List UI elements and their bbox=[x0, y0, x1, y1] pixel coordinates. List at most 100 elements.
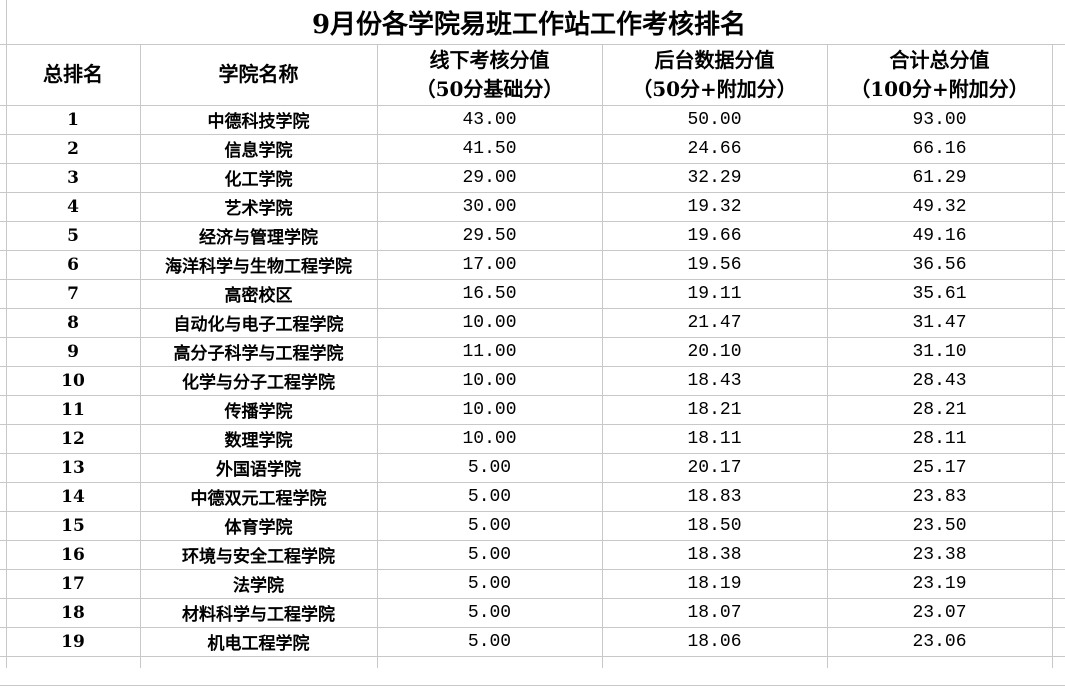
cell-college-name[interactable]: 体育学院 bbox=[224, 518, 293, 538]
cell-offline-score[interactable]: 5.00 bbox=[467, 573, 512, 594]
cell-offline-score[interactable]: 10.00 bbox=[462, 370, 517, 391]
cell-total-score[interactable]: 23.06 bbox=[912, 631, 967, 652]
cell-backend-score[interactable]: 21.47 bbox=[687, 312, 742, 333]
cell-rank[interactable]: 3 bbox=[67, 167, 79, 188]
cell-college-name[interactable]: 材料科学与工程学院 bbox=[182, 605, 335, 625]
cell-rank[interactable]: 16 bbox=[61, 544, 85, 565]
cell-backend-score[interactable]: 50.00 bbox=[687, 109, 742, 130]
cell-college-name[interactable]: 高密校区 bbox=[224, 286, 293, 306]
cell-rank[interactable]: 9 bbox=[67, 341, 79, 362]
cell-total-score[interactable]: 23.19 bbox=[912, 573, 967, 594]
cell-offline-score[interactable]: 17.00 bbox=[462, 254, 517, 275]
cell-total-score[interactable]: 49.16 bbox=[912, 225, 967, 246]
cell-offline-score[interactable]: 5.00 bbox=[467, 457, 512, 478]
cell-total-score[interactable]: 61.29 bbox=[912, 167, 967, 188]
cell-college-name[interactable]: 中德双元工程学院 bbox=[190, 489, 327, 509]
cell-offline-score[interactable]: 5.00 bbox=[467, 544, 512, 565]
cell-offline-score[interactable]: 41.50 bbox=[462, 138, 517, 159]
cell-college-name[interactable]: 化工学院 bbox=[224, 170, 293, 190]
sheet-title[interactable]: 9月份各学院易班工作站工作考核排名 bbox=[311, 9, 747, 40]
cell-backend-score[interactable]: 32.29 bbox=[687, 167, 742, 188]
cell-backend-score[interactable]: 18.21 bbox=[687, 399, 742, 420]
cell-college-name[interactable]: 外国语学院 bbox=[216, 460, 301, 480]
cell-rank[interactable]: 10 bbox=[61, 370, 85, 391]
cell-total-score[interactable]: 31.47 bbox=[912, 312, 967, 333]
cell-offline-score[interactable]: 11.00 bbox=[462, 341, 517, 362]
cell-rank[interactable]: 8 bbox=[67, 312, 79, 333]
cell-backend-score[interactable]: 18.38 bbox=[687, 544, 742, 565]
header-offline-score[interactable]: 线下考核分值 （50分基础分） bbox=[377, 44, 602, 105]
cell-total-score[interactable]: 23.83 bbox=[912, 486, 967, 507]
cell-college-name[interactable]: 环境与安全工程学院 bbox=[182, 547, 335, 567]
cell-rank[interactable]: 14 bbox=[61, 486, 85, 507]
header-total-score[interactable]: 合计总分值 （100分+附加分） bbox=[827, 44, 1052, 105]
cell-backend-score[interactable]: 18.19 bbox=[687, 573, 742, 594]
cell-college-name[interactable]: 数理学院 bbox=[224, 431, 293, 451]
cell-rank[interactable]: 19 bbox=[61, 631, 85, 652]
cell-rank[interactable]: 12 bbox=[61, 428, 85, 449]
cell-offline-score[interactable]: 5.00 bbox=[467, 486, 512, 507]
cell-rank[interactable]: 18 bbox=[61, 602, 85, 623]
cell-total-score[interactable]: 23.38 bbox=[912, 544, 967, 565]
cell-total-score[interactable]: 23.50 bbox=[912, 515, 967, 536]
cell-offline-score[interactable]: 10.00 bbox=[462, 399, 517, 420]
cell-rank[interactable]: 17 bbox=[61, 573, 85, 594]
cell-rank[interactable]: 15 bbox=[61, 515, 85, 536]
cell-total-score[interactable]: 23.07 bbox=[912, 602, 967, 623]
cell-rank[interactable]: 2 bbox=[67, 138, 79, 159]
cell-rank[interactable]: 7 bbox=[67, 283, 79, 304]
cell-college-name[interactable]: 法学院 bbox=[233, 576, 284, 596]
cell-backend-score[interactable]: 18.06 bbox=[687, 631, 742, 652]
cell-college-name[interactable]: 中德科技学院 bbox=[207, 112, 310, 132]
cell-offline-score[interactable]: 16.50 bbox=[462, 283, 517, 304]
cell-rank[interactable]: 6 bbox=[67, 254, 79, 275]
cell-backend-score[interactable]: 18.50 bbox=[687, 515, 742, 536]
cell-offline-score[interactable]: 10.00 bbox=[462, 312, 517, 333]
cell-college-name[interactable]: 艺术学院 bbox=[224, 199, 293, 219]
cell-backend-score[interactable]: 18.43 bbox=[687, 370, 742, 391]
cell-total-score[interactable]: 31.10 bbox=[912, 341, 967, 362]
cell-offline-score[interactable]: 5.00 bbox=[467, 602, 512, 623]
cell-offline-score[interactable]: 29.00 bbox=[462, 167, 517, 188]
cell-backend-score[interactable]: 19.32 bbox=[687, 196, 742, 217]
cell-offline-score[interactable]: 10.00 bbox=[462, 428, 517, 449]
cell-rank[interactable]: 4 bbox=[67, 196, 79, 217]
cell-college-name[interactable]: 化学与分子工程学院 bbox=[182, 373, 335, 393]
cell-rank[interactable]: 1 bbox=[67, 109, 79, 130]
cell-total-score[interactable]: 25.17 bbox=[912, 457, 967, 478]
header-rank[interactable]: 总排名 bbox=[6, 44, 140, 105]
cell-total-score[interactable]: 28.43 bbox=[912, 370, 967, 391]
cell-backend-score[interactable]: 20.17 bbox=[687, 457, 742, 478]
cell-offline-score[interactable]: 5.00 bbox=[467, 631, 512, 652]
cell-rank[interactable]: 13 bbox=[61, 457, 85, 478]
cell-college-name[interactable]: 海洋科学与生物工程学院 bbox=[165, 257, 352, 277]
cell-backend-score[interactable]: 19.11 bbox=[687, 283, 742, 304]
cell-offline-score[interactable]: 29.50 bbox=[462, 225, 517, 246]
cell-college-name[interactable]: 自动化与电子工程学院 bbox=[173, 315, 344, 335]
cell-total-score[interactable]: 28.21 bbox=[912, 399, 967, 420]
cell-backend-score[interactable]: 19.56 bbox=[687, 254, 742, 275]
cell-total-score[interactable]: 35.61 bbox=[912, 283, 967, 304]
cell-college-name[interactable]: 经济与管理学院 bbox=[199, 228, 318, 248]
cell-college-name[interactable]: 传播学院 bbox=[224, 402, 293, 422]
cell-backend-score[interactable]: 18.11 bbox=[687, 428, 742, 449]
cell-backend-score[interactable]: 18.07 bbox=[687, 602, 742, 623]
cell-total-score[interactable]: 36.56 bbox=[912, 254, 967, 275]
cell-total-score[interactable]: 93.00 bbox=[912, 109, 967, 130]
cell-college-name[interactable]: 机电工程学院 bbox=[207, 634, 310, 654]
header-backend-score[interactable]: 后台数据分值 （50分+附加分） bbox=[602, 44, 827, 105]
cell-rank[interactable]: 5 bbox=[67, 225, 79, 246]
cell-total-score[interactable]: 66.16 bbox=[912, 138, 967, 159]
cell-offline-score[interactable]: 30.00 bbox=[462, 196, 517, 217]
cell-offline-score[interactable]: 43.00 bbox=[462, 109, 517, 130]
header-college-name[interactable]: 学院名称 bbox=[140, 44, 377, 105]
cell-college-name[interactable]: 信息学院 bbox=[224, 141, 293, 161]
cell-backend-score[interactable]: 20.10 bbox=[687, 341, 742, 362]
cell-backend-score[interactable]: 18.83 bbox=[687, 486, 742, 507]
cell-rank[interactable]: 11 bbox=[61, 399, 85, 420]
cell-total-score[interactable]: 28.11 bbox=[912, 428, 967, 449]
cell-backend-score[interactable]: 19.66 bbox=[687, 225, 742, 246]
cell-backend-score[interactable]: 24.66 bbox=[687, 138, 742, 159]
cell-college-name[interactable]: 高分子科学与工程学院 bbox=[173, 344, 344, 364]
cell-offline-score[interactable]: 5.00 bbox=[467, 515, 512, 536]
